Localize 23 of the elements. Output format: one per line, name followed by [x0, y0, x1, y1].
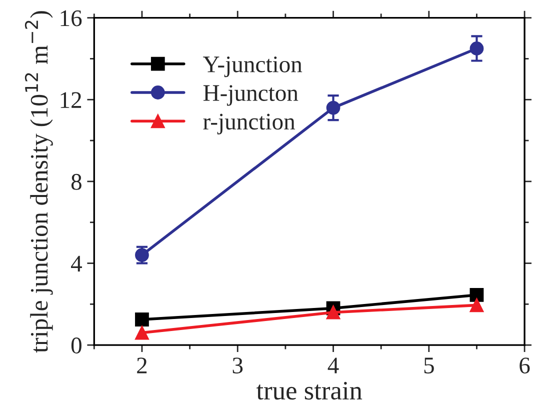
legend-label: r-junction — [203, 114, 296, 134]
point — [135, 312, 149, 326]
point — [470, 42, 484, 56]
point — [470, 288, 484, 302]
point — [135, 326, 149, 340]
x-tick-label: 2 — [137, 358, 147, 374]
legend-label: Y-junction — [203, 56, 302, 78]
point — [326, 305, 340, 320]
y-tick-label: 8 — [71, 174, 82, 190]
y-tick-label: 16 — [60, 10, 82, 26]
x-tick-label: 5 — [424, 358, 434, 374]
point — [135, 248, 149, 262]
point — [326, 100, 340, 115]
x-tick-label: 4 — [328, 358, 339, 374]
x-axis-title: true strain — [256, 382, 362, 400]
y-tick-label: 0 — [71, 338, 82, 354]
y-tick-label: 4 — [71, 256, 82, 272]
legend-label: H-juncton — [203, 85, 298, 106]
x-tick-label: 6 — [520, 358, 530, 374]
point — [470, 298, 484, 312]
x-tick-label: 3 — [232, 358, 243, 374]
y-axis-title: triple junction density (10$^{12}$ m$^{−2}$) — [24, 11, 53, 353]
y-tick-label: 12 — [60, 92, 82, 108]
